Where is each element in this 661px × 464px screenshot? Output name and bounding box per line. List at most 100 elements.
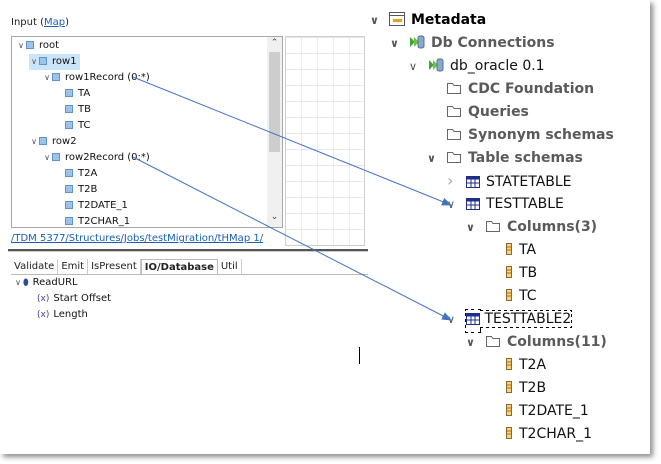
mapping-grid xyxy=(285,36,365,246)
chevron-down-icon: ∨ xyxy=(466,336,475,349)
metadata-tree-item[interactable]: Queries xyxy=(427,101,529,123)
folder-icon xyxy=(446,103,462,125)
metadata-tree-item[interactable]: CDC Foundation xyxy=(427,78,594,100)
metadata-tree-item[interactable]: TB xyxy=(485,262,537,284)
function-tree-item[interactable]: (x) Length xyxy=(37,307,88,323)
input-tree-item[interactable]: ∨ row1 xyxy=(29,54,80,70)
chevron-down-icon: ∨ xyxy=(409,60,418,73)
chevron-down-icon: ∨ xyxy=(44,73,50,82)
function-tree-label: Start Offset xyxy=(53,293,112,304)
metadata-tree-label: STATETABLE xyxy=(486,174,572,190)
table-icon xyxy=(466,310,480,332)
input-label-text: Input ( xyxy=(11,17,44,28)
element-icon xyxy=(65,121,73,129)
metadata-tree-label: T2B xyxy=(519,380,547,396)
scrollbar-thumb[interactable] xyxy=(269,52,280,152)
tab-iodatabase[interactable]: IO/Database xyxy=(140,259,218,274)
metadata-tree-item[interactable]: ∨ db_oracle 0.1 xyxy=(409,55,545,77)
metadata-tree-item[interactable]: ∨ Columns(11) xyxy=(466,331,607,353)
input-tree-label: T2A xyxy=(78,168,98,179)
element-icon xyxy=(65,217,73,225)
focused-item: TESTTABLE2 xyxy=(464,310,573,328)
input-label-end: ) xyxy=(65,17,69,28)
tab-emit[interactable]: Emit xyxy=(58,259,89,274)
function-tree-label: Length xyxy=(53,309,88,320)
metadata-tree-item[interactable]: TC xyxy=(485,285,537,307)
input-tree-label: TA xyxy=(78,88,91,99)
metadata-tree-item[interactable]: › STATETABLE xyxy=(447,170,572,192)
metadata-tree-item[interactable]: Synonym schemas xyxy=(427,124,614,146)
metadata-tree-label: Columns(11) xyxy=(507,334,607,350)
folder-icon xyxy=(446,80,462,102)
element-icon xyxy=(65,169,73,177)
metadata-tree-item[interactable]: T2B xyxy=(485,377,546,399)
input-tree-item[interactable]: ∨ row1Record (0:*) xyxy=(42,70,150,86)
column-icon xyxy=(505,379,513,401)
element-icon xyxy=(52,73,60,81)
input-tree-item[interactable]: ∨ row2Record (0:*) xyxy=(42,150,150,166)
function-tree-label: ReadURL xyxy=(32,277,78,288)
input-tree-label: row2Record (0:*) xyxy=(65,152,150,163)
input-tree-item[interactable]: T2A xyxy=(55,166,97,182)
metadata-tree-label: TC xyxy=(519,288,537,304)
input-tree-label: T2DATE_1 xyxy=(78,200,128,211)
input-tree-item[interactable]: TB xyxy=(55,102,91,118)
metadata-tree-label: T2DATE_1 xyxy=(519,403,589,419)
scroll-up-icon[interactable]: ⌃ xyxy=(270,38,279,48)
metadata-tree-label: Columns(3) xyxy=(507,219,598,235)
metadata-tree-item[interactable]: T2CHAR_1 xyxy=(485,423,592,445)
path-link[interactable]: /TDM 5377/Structures/Jobs/testMigration/… xyxy=(11,233,264,244)
input-tree-label: row1 xyxy=(52,56,77,67)
folder-icon xyxy=(446,149,462,171)
mapping-arrow[interactable] xyxy=(132,156,452,321)
function-tree-item[interactable]: (x) Start Offset xyxy=(37,291,111,307)
chevron-down-icon: ∨ xyxy=(427,152,436,165)
scroll-down-icon[interactable]: ⌄ xyxy=(270,212,279,222)
chevron-right-icon: › xyxy=(447,171,454,190)
element-icon xyxy=(52,153,60,161)
metadata-tree-item[interactable]: ∨ Db Connections xyxy=(390,32,555,54)
column-icon xyxy=(505,287,513,309)
column-icon xyxy=(505,402,513,424)
input-tree-item[interactable]: ∨ root xyxy=(16,38,59,54)
metadata-tree-label: db_oracle 0.1 xyxy=(450,58,545,74)
tab-ispresent[interactable]: IsPresent xyxy=(88,259,141,274)
input-tree-label: T2CHAR_1 xyxy=(78,216,131,227)
metadata-tree-item[interactable]: T2DATE_1 xyxy=(485,400,589,422)
metadata-icon xyxy=(389,11,405,33)
input-tree[interactable]: ∨ root ∨ row1 ∨ row1Record (0:*) TA TB TC ∨ row2 ∨ r… xyxy=(11,36,283,228)
mapping-arrow[interactable] xyxy=(132,76,452,206)
input-tree-item[interactable]: T2DATE_1 xyxy=(55,198,128,214)
text-cursor xyxy=(359,347,360,364)
input-tree-item[interactable]: T2B xyxy=(55,182,97,198)
input-tree-label: TC xyxy=(78,120,91,131)
panel-divider[interactable] xyxy=(8,249,368,252)
table-icon xyxy=(466,195,480,217)
metadata-tree-item[interactable]: ∨ Columns(3) xyxy=(466,216,597,238)
chevron-down-icon: ∨ xyxy=(370,14,379,27)
metadata-tree-item[interactable]: ∨ Metadata xyxy=(370,9,486,31)
function-tree-item[interactable]: ∨ ⬮ ReadURL xyxy=(13,275,78,291)
map-link[interactable]: Map xyxy=(43,17,66,28)
metadata-tree-label: Table schemas xyxy=(468,150,583,166)
input-tree-item[interactable]: ∨ row2 xyxy=(29,134,77,150)
metadata-tree-item[interactable]: TA xyxy=(485,239,536,261)
metadata-tree-item[interactable]: ∨ Table schemas xyxy=(427,147,583,169)
tab-util[interactable]: Util xyxy=(218,259,242,274)
chevron-down-icon: ∨ xyxy=(390,37,399,50)
element-icon xyxy=(65,105,73,113)
metadata-tree-item[interactable]: T2A xyxy=(485,354,546,376)
input-tree-item[interactable]: TC xyxy=(55,118,91,134)
input-tree-item[interactable]: TA xyxy=(55,86,90,102)
metadata-tree-label: T2A xyxy=(519,357,547,373)
input-label: Input (Map) xyxy=(11,17,69,28)
input-tree-label: root xyxy=(39,40,60,51)
column-icon xyxy=(505,264,513,286)
metadata-tree-label: TA xyxy=(519,242,537,258)
metadata-tree-label: CDC Foundation xyxy=(468,81,595,97)
element-icon xyxy=(26,41,34,49)
input-tree-item[interactable]: T2CHAR_1 xyxy=(55,214,131,227)
column-icon xyxy=(505,425,513,447)
tab-validate[interactable]: Validate xyxy=(11,259,59,274)
metadata-tree-label: T2CHAR_1 xyxy=(519,426,592,442)
